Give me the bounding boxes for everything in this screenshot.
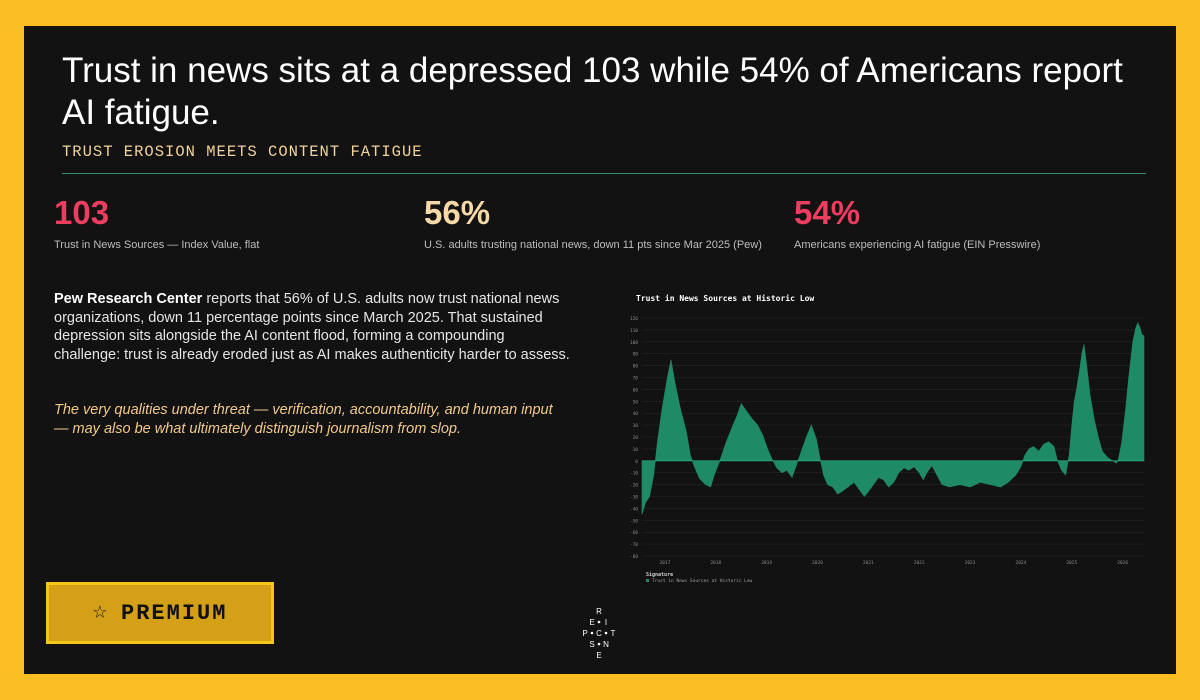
y-tick-label: 20	[633, 435, 639, 441]
y-tick-label: -30	[630, 495, 638, 501]
legend-swatch	[646, 579, 649, 582]
y-tick-label: -40	[630, 506, 638, 512]
stat-label: Americans experiencing AI fatigue (EIN P…	[794, 239, 1041, 251]
brand-logo: RE IP C TS NE	[582, 607, 616, 660]
y-tick-label: 10	[633, 447, 639, 453]
x-tick-label: 2020	[812, 560, 823, 566]
y-tick-label: 120	[630, 316, 638, 322]
x-tick-label: 2026	[1117, 560, 1128, 566]
y-tick-label: -50	[630, 518, 638, 524]
logo-letter: P	[582, 629, 587, 638]
x-tick-label: 2025	[1066, 560, 1077, 566]
logo-dot	[597, 620, 601, 624]
logo-letter: S	[589, 640, 594, 649]
stat-label: Trust in News Sources — Index Value, fla…	[54, 239, 260, 251]
legend-entry: Trust in News Sources at Historic Low	[652, 578, 753, 584]
premium-badge[interactable]: ☆ PREMIUM	[46, 582, 274, 644]
logo-letter: E	[596, 651, 601, 660]
x-tick-label: 2018	[710, 560, 721, 566]
x-tick-label: 2021	[863, 560, 874, 566]
x-tick-label: 2024	[1015, 560, 1026, 566]
source-name: Pew Research Center	[54, 291, 203, 307]
y-tick-label: -70	[630, 542, 638, 548]
content-card: Trust in news sits at a depressed 103 wh…	[24, 26, 1176, 674]
chart-svg: Trust in News Sources at Historic Low 120…	[630, 293, 1145, 584]
x-tick-label: 2023	[965, 560, 976, 566]
y-tick-label: 110	[630, 328, 638, 334]
stat-value: 54%	[794, 194, 861, 231]
x-tick-label: 2019	[761, 560, 772, 566]
logo-dot	[604, 631, 608, 635]
y-tick-label: -80	[630, 554, 638, 560]
star-icon: ☆	[92, 599, 110, 626]
y-tick-label: -20	[630, 483, 638, 489]
logo-letter: N	[603, 640, 609, 649]
logo-dot	[597, 642, 601, 646]
divider	[62, 173, 1146, 174]
stat-value: 56%	[424, 194, 491, 231]
logo-letter: I	[605, 618, 607, 627]
logo-letter: T	[611, 629, 616, 638]
logo-letter: E	[589, 618, 594, 627]
pull-quote: The very qualities under threat — verifi…	[54, 402, 553, 437]
stat-ai-fatigue: 54% Americans experiencing AI fatigue (E…	[794, 194, 1154, 252]
premium-label: PREMIUM	[121, 600, 228, 626]
body-paragraph: Pew Research Center reports that 56% of …	[54, 290, 570, 364]
trust-chart: Trust in News Sources at Historic Low 120…	[602, 288, 1162, 588]
stat-value: 103	[54, 194, 110, 231]
logo-letter: R	[596, 607, 602, 616]
y-tick-label: 40	[633, 411, 639, 417]
series-area	[641, 322, 1145, 515]
logo-letter: C	[596, 629, 602, 638]
y-tick-label: 80	[633, 364, 639, 370]
y-tick-label: -60	[630, 530, 638, 536]
y-tick-label: 0	[635, 459, 638, 465]
stat-national-news: 56% U.S. adults trusting national news, …	[424, 194, 784, 252]
kicker: TRUST EROSION MEETS CONTENT FATIGUE	[62, 143, 423, 161]
body-text: reports that 56% of U.S. adults now trus…	[54, 291, 570, 363]
x-tick-label: 2022	[914, 560, 925, 566]
stat-trust-index: 103 Trust in News Sources — Index Value,…	[54, 194, 414, 252]
stat-label: U.S. adults trusting national news, down…	[424, 239, 762, 251]
y-tick-label: 50	[633, 399, 639, 405]
chart-title: Trust in News Sources at Historic Low	[636, 293, 814, 303]
logo-dot	[590, 631, 594, 635]
y-tick-label: -10	[630, 471, 638, 477]
y-tick-label: 100	[630, 340, 638, 346]
y-tick-label: 70	[633, 376, 639, 382]
page-title: Trust in news sits at a depressed 103 wh…	[62, 51, 1123, 132]
x-tick-label: 2017	[659, 560, 670, 566]
legend-title: Signature	[646, 572, 673, 578]
y-tick-label: 90	[633, 352, 639, 358]
y-tick-label: 60	[633, 387, 639, 393]
y-tick-label: 30	[633, 423, 639, 429]
